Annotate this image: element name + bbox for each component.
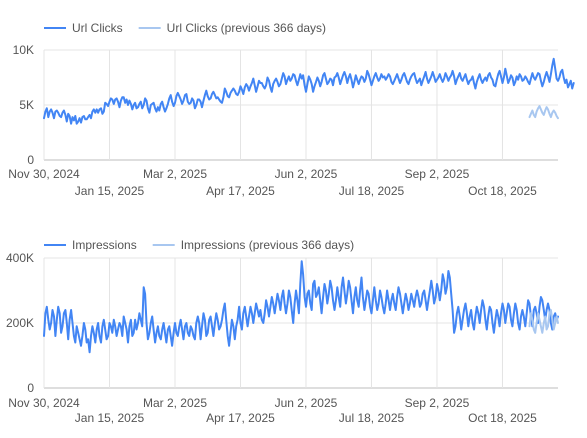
x-tick-label: Sep 2, 2025	[405, 167, 470, 181]
legend-label-current[interactable]: Url Clicks	[72, 21, 123, 35]
x-tick-label: Mar 2, 2025	[143, 167, 207, 181]
y-tick-label: 400K	[6, 251, 34, 265]
series-previous-line	[528, 105, 559, 120]
y-tick-label: 5K	[19, 98, 34, 112]
x-tick-label: Sep 2, 2025	[405, 396, 470, 410]
x-tick-label: Jun 2, 2025	[275, 396, 338, 410]
series-current-line	[43, 260, 559, 354]
y-tick-label: 10K	[13, 43, 34, 57]
x-tick-label: Oct 18, 2025	[468, 411, 537, 425]
x-tick-label: Jan 15, 2025	[75, 411, 145, 425]
x-tick-label: Oct 18, 2025	[468, 184, 537, 198]
y-tick-label: 0	[27, 153, 34, 167]
x-tick-label: Apr 17, 2025	[206, 184, 275, 198]
y-tick-label: 0	[27, 381, 34, 395]
x-tick-label: Jan 15, 2025	[75, 184, 145, 198]
legend-label-current[interactable]: Impressions	[72, 238, 137, 252]
x-tick-label: Mar 2, 2025	[143, 396, 207, 410]
x-tick-label: Jul 18, 2025	[339, 184, 405, 198]
x-tick-label: Nov 30, 2024	[8, 396, 80, 410]
series-current-line	[43, 57, 575, 125]
y-tick-label: 200K	[6, 316, 34, 330]
x-tick-label: Jun 2, 2025	[275, 167, 338, 181]
x-tick-label: Jul 18, 2025	[339, 411, 405, 425]
x-tick-label: Apr 17, 2025	[206, 411, 275, 425]
x-tick-label: Nov 30, 2024	[8, 167, 80, 181]
legend-label-previous[interactable]: Impressions (previous 366 days)	[181, 238, 354, 252]
series-previous-line	[528, 309, 559, 334]
legend-label-previous[interactable]: Url Clicks (previous 366 days)	[167, 21, 326, 35]
